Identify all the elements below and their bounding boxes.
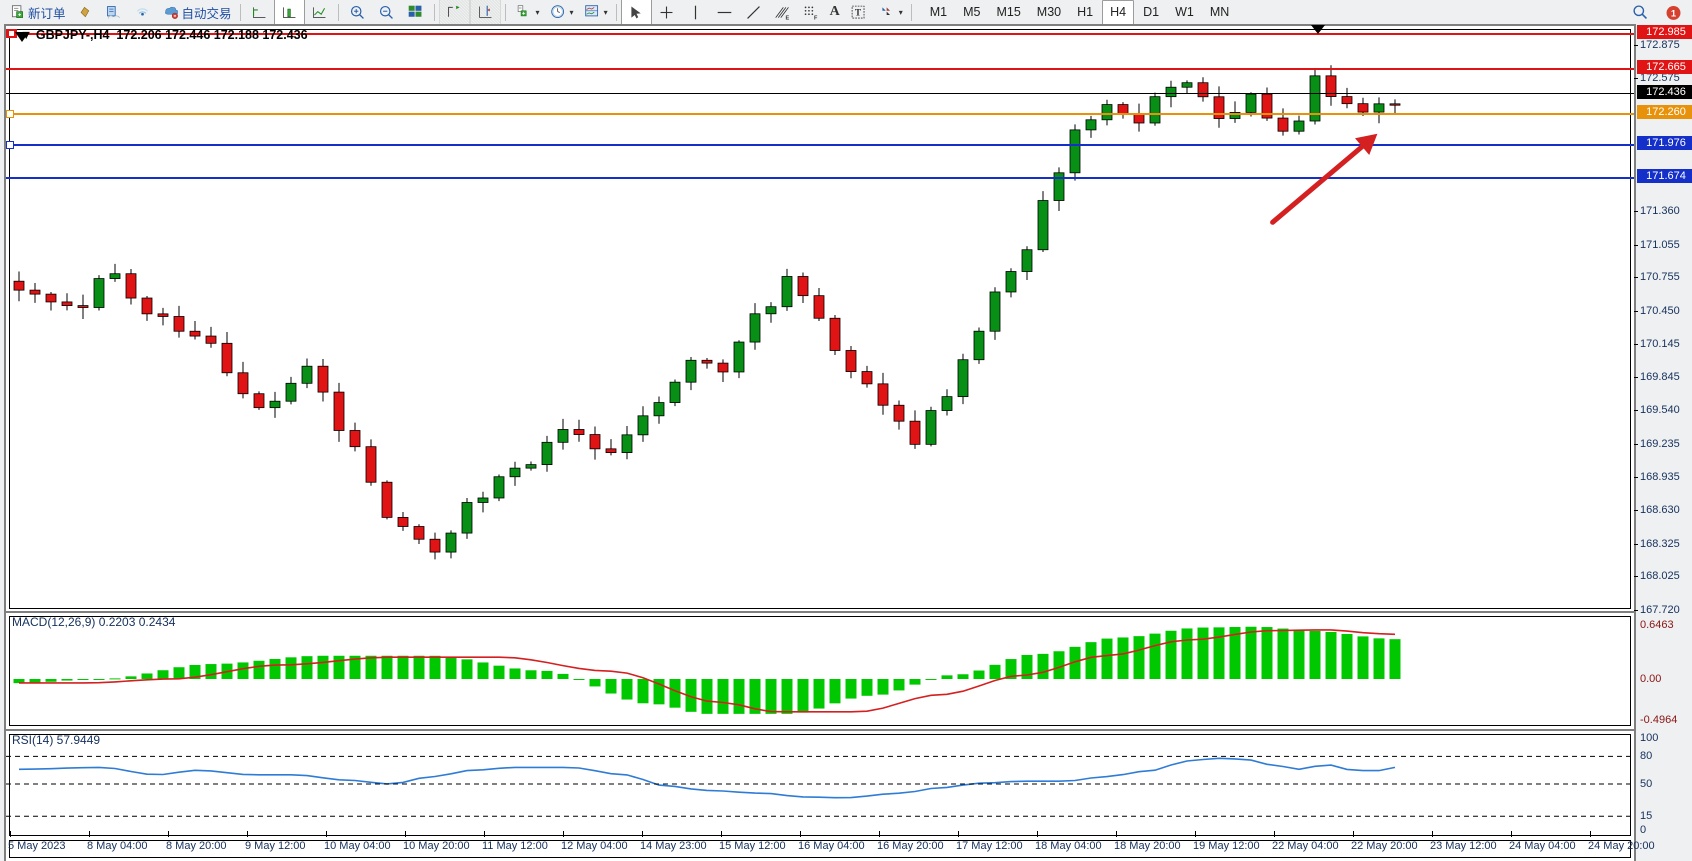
svg-text:T: T — [855, 8, 862, 18]
svg-text:F: F — [814, 15, 818, 20]
svg-text:E: E — [785, 15, 789, 20]
svg-text:1: 1 — [1671, 8, 1676, 18]
